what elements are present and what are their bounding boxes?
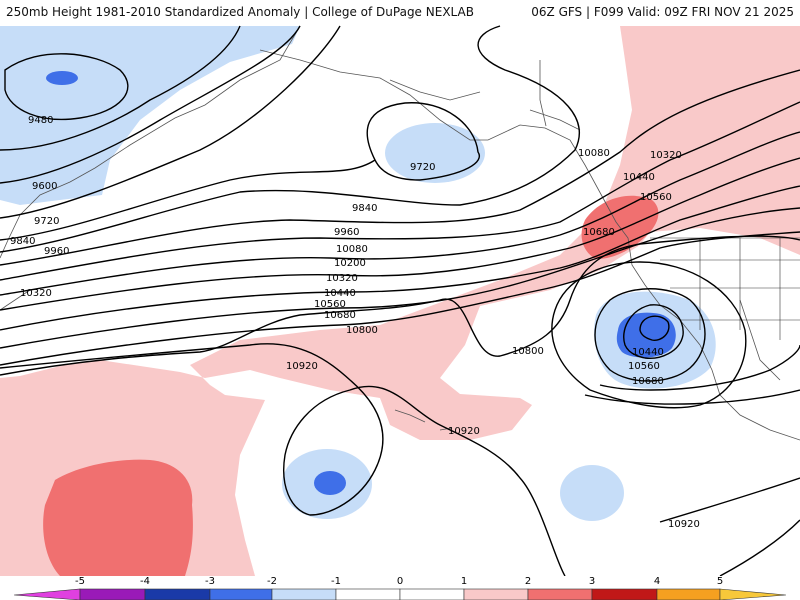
contour-label: 9600 — [32, 181, 57, 192]
contour-line — [659, 477, 800, 523]
contour-line — [623, 304, 684, 359]
contour-line — [0, 207, 800, 349]
contour-line — [0, 25, 341, 219]
colorbar-tick-label: -4 — [140, 576, 150, 587]
colorbar-swatch — [79, 588, 146, 600]
coastline — [0, 289, 31, 311]
colorbar-tick-label: -2 — [267, 576, 277, 587]
map-panel: 9480 9600 9720 9840 9960 10320 9720 9840… — [0, 25, 800, 576]
contour-label: 10680 — [324, 310, 356, 321]
contour-label: 10680 — [632, 376, 664, 387]
contour-line — [0, 25, 241, 151]
colorbar-swatch — [335, 588, 401, 600]
contour-label: 9840 — [10, 236, 35, 247]
colorbar-tick-label: 0 — [397, 576, 403, 587]
contour-label: 10920 — [668, 519, 700, 530]
contour-line — [639, 315, 670, 341]
coastline — [394, 409, 426, 423]
colorbar-swatch — [527, 588, 593, 600]
contour-label: 9960 — [44, 246, 69, 257]
colorbar-tick-label: 1 — [461, 576, 467, 587]
contour-label: 10920 — [286, 361, 318, 372]
colorbar-swatch — [271, 588, 337, 600]
contour-label: 10200 — [334, 258, 366, 269]
coastline — [529, 109, 581, 131]
colorbar-tick-label: 2 — [525, 576, 531, 587]
contour-label: 10800 — [512, 346, 544, 357]
colorbar-swatch — [656, 588, 721, 600]
coastline — [439, 427, 453, 431]
positive-anomaly-area — [0, 26, 800, 576]
height-contours — [0, 25, 800, 576]
contour-line — [0, 25, 580, 253]
run-info: 06Z GFS | F099 Valid: 09Z FRI NOV 21 202… — [531, 5, 794, 19]
contour-label: 10560 — [628, 361, 660, 372]
contour-line — [584, 389, 800, 405]
colorbar-arrow-left — [13, 588, 81, 600]
contour-label: 10680 — [583, 227, 615, 238]
contour-line — [0, 231, 800, 366]
colorbar-tick-label: 5 — [717, 576, 723, 587]
colorbar-tick-label: -5 — [75, 576, 85, 587]
colorbar-swatch — [144, 588, 211, 600]
contour-line — [0, 157, 800, 311]
contour-label: 9960 — [334, 227, 359, 238]
colorbar-swatch — [209, 588, 273, 600]
positive-anomaly-area — [43, 459, 193, 576]
colorbar-arrow-right — [719, 588, 787, 600]
negative-anomaly-core — [46, 71, 78, 85]
contour-line — [4, 53, 129, 121]
contour-line — [0, 25, 301, 184]
contour-label: 10920 — [448, 426, 480, 437]
map-header: 250mb Height 1981-2010 Standardized Anom… — [0, 0, 800, 24]
contour-label: 9720 — [34, 216, 59, 227]
colorbar-swatch — [591, 588, 658, 600]
contour-label: 10320 — [326, 273, 358, 284]
state-borders — [650, 237, 800, 340]
map-title: 250mb Height 1981-2010 Standardized Anom… — [6, 5, 474, 19]
contour-label: 10560 — [314, 299, 346, 310]
coastline — [389, 79, 481, 101]
contour-line — [0, 131, 800, 296]
contour-labels: 9480 9600 9720 9840 9960 10320 9720 9840… — [10, 115, 700, 530]
contour-label: 9720 — [410, 162, 435, 173]
contour-label: 10080 — [336, 244, 368, 255]
contour-line — [594, 288, 706, 382]
negative-anomaly-area — [385, 123, 485, 183]
contour-line — [0, 343, 566, 576]
contour-label: 10440 — [632, 347, 664, 358]
contour-line — [599, 344, 800, 391]
colorbar-tick-label: 3 — [589, 576, 595, 587]
contour-line — [0, 235, 800, 376]
negative-anomaly-core — [616, 312, 676, 358]
coastline — [0, 25, 301, 259]
contour-line — [0, 185, 800, 331]
negative-anomaly-core — [314, 471, 346, 495]
contour-label: 9840 — [352, 203, 377, 214]
contour-line — [0, 69, 800, 266]
contour-label: 10800 — [346, 325, 378, 336]
colorbar-tick-label: 4 — [654, 576, 660, 587]
colorbar-swatch — [463, 588, 529, 600]
negative-anomaly-area — [560, 465, 624, 521]
colorbar-tick-label: -1 — [331, 576, 341, 587]
contour-label: 10320 — [20, 288, 52, 299]
contour-label: 10560 — [640, 192, 672, 203]
colorbar-swatch — [399, 588, 465, 600]
contour-line — [0, 101, 800, 281]
contour-label: 10320 — [650, 150, 682, 161]
contour-label: 10440 — [324, 288, 356, 299]
colorbar-tick-label: -3 — [205, 576, 215, 587]
negative-anomaly-area — [0, 26, 300, 205]
contour-label: 9480 — [28, 115, 53, 126]
coastline — [539, 60, 547, 127]
contour-label: 10080 — [578, 148, 610, 159]
contour-label: 10440 — [623, 172, 655, 183]
contour-line — [719, 519, 800, 576]
contour-line — [0, 102, 480, 241]
anomaly-shading — [0, 26, 800, 576]
anomaly-colorbar: -5 -4 -3 -2 -1 0 1 2 3 4 5 — [13, 576, 787, 600]
contour-line — [551, 261, 747, 409]
